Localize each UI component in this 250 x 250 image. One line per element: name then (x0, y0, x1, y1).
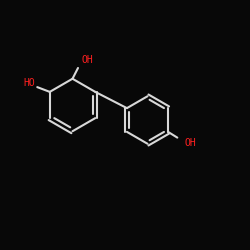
Text: HO: HO (23, 78, 35, 88)
Text: OH: OH (82, 55, 94, 65)
Text: OH: OH (185, 138, 196, 147)
